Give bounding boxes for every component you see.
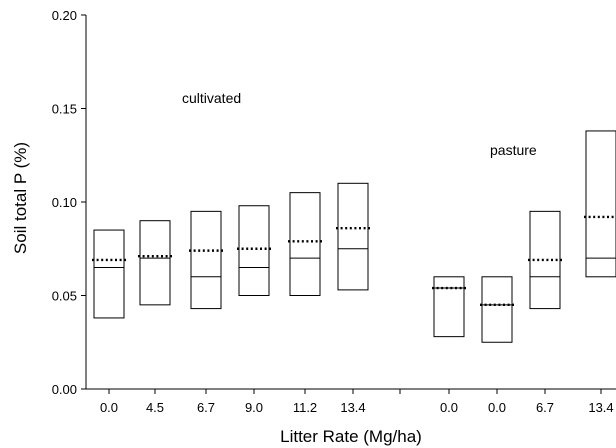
x-tick-label: 13.4 — [340, 400, 365, 415]
x-tick-label: 4.5 — [146, 400, 164, 415]
box — [337, 182, 369, 291]
box — [433, 276, 465, 338]
box — [190, 210, 222, 310]
x-tick-label: 6.7 — [197, 400, 215, 415]
y-tick-label: 0.15 — [52, 102, 77, 117]
x-tick-label: 9.0 — [245, 400, 263, 415]
box — [139, 220, 171, 306]
box — [289, 192, 321, 296]
group-label-cultivated: cultivated — [182, 90, 241, 106]
y-tick-label: 0.10 — [52, 195, 77, 210]
x-tick-label: 0.0 — [440, 400, 458, 415]
y-tick-label: 0.00 — [52, 382, 77, 397]
boxes — [92, 130, 616, 343]
box — [585, 130, 616, 278]
x-tick-label: 13.4 — [588, 400, 613, 415]
box — [93, 229, 125, 319]
x-tick-label: 6.7 — [536, 400, 554, 415]
x-axis-title: Litter Rate (Mg/ha) — [280, 427, 422, 446]
y-tick-label: 0.05 — [52, 289, 77, 304]
box — [238, 205, 270, 297]
x-tick-label: 0.0 — [100, 400, 118, 415]
group-label-pasture: pasture — [490, 142, 537, 158]
x-tick-label: 11.2 — [293, 400, 317, 415]
y-tick-label: 0.20 — [52, 8, 77, 23]
axes: 0.00 0.05 0.10 0.15 0.20 0.0 4.5 6.7 9.0 11.2 13.4… — [52, 8, 616, 415]
x-tick-label: 0.0 — [488, 400, 506, 415]
box — [481, 276, 513, 343]
y-axis-title: Soil total P (%) — [11, 142, 30, 254]
